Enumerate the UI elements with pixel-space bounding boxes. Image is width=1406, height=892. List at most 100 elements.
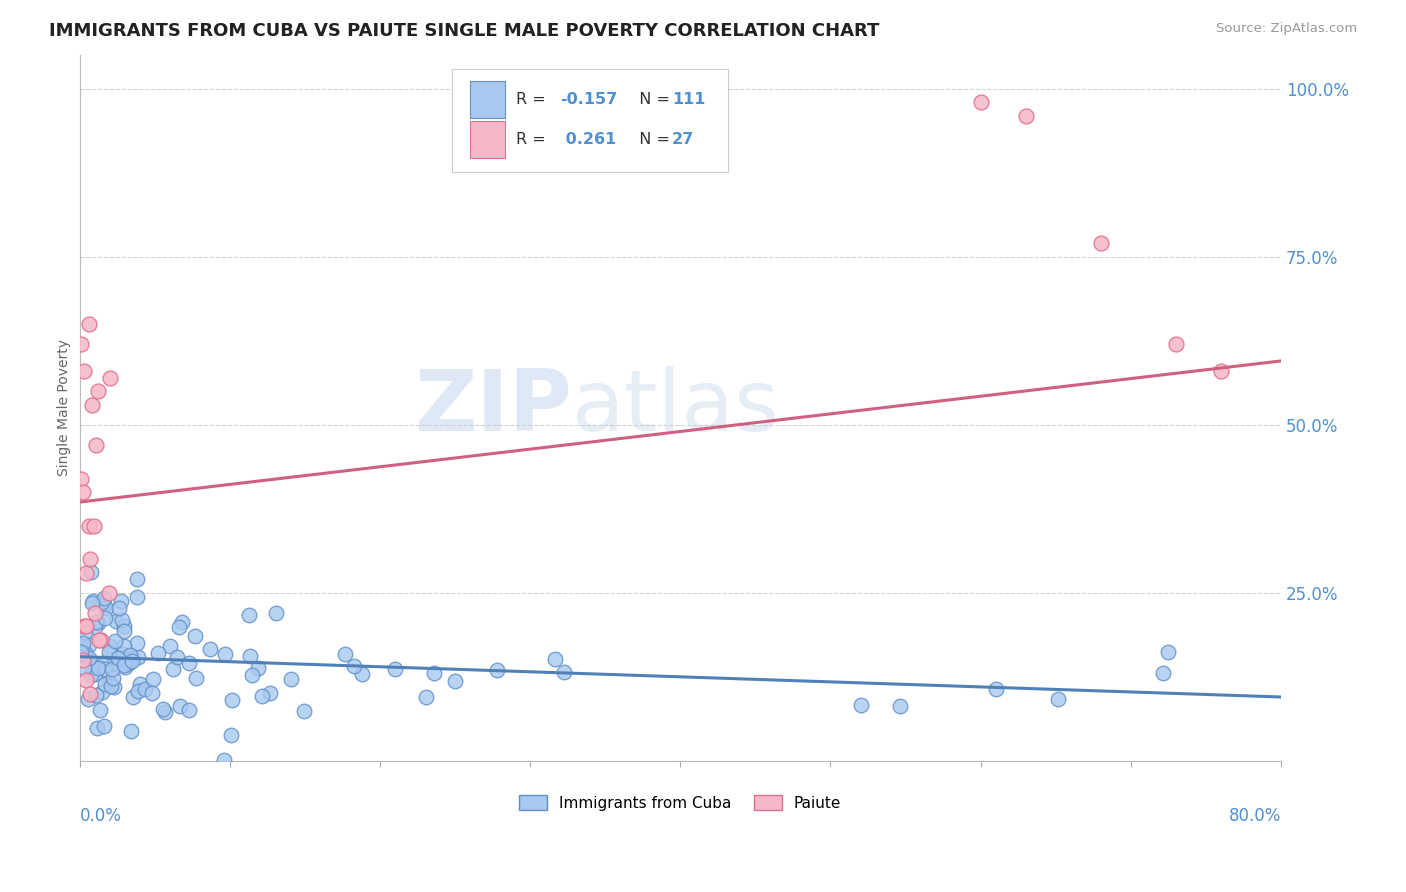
Point <box>73 364 96 378</box>
Point <box>104 614 127 628</box>
Point <box>94 662 117 676</box>
Point <box>1209 364 1232 378</box>
Point <box>183 629 205 643</box>
Point <box>72 653 94 667</box>
Point <box>384 662 406 676</box>
Point <box>82 594 104 608</box>
Point <box>127 590 149 604</box>
Point <box>70 337 93 351</box>
Point <box>80 565 103 579</box>
Point <box>90 632 112 647</box>
Point <box>127 649 149 664</box>
Point <box>112 639 135 653</box>
Point <box>75 619 97 633</box>
Point <box>86 657 108 672</box>
Point <box>98 639 121 653</box>
Text: IMMIGRANTS FROM CUBA VS PAIUTE SINGLE MALE POVERTY CORRELATION CHART: IMMIGRANTS FROM CUBA VS PAIUTE SINGLE MA… <box>49 22 880 40</box>
Point <box>103 680 125 694</box>
Point <box>100 662 122 676</box>
Point <box>97 586 120 600</box>
Point <box>120 648 142 662</box>
Point <box>112 619 135 633</box>
Point <box>98 645 121 659</box>
Point <box>94 601 117 615</box>
Point <box>75 646 97 660</box>
Point <box>125 572 148 586</box>
FancyBboxPatch shape <box>451 70 728 171</box>
Point <box>969 95 991 110</box>
Point <box>142 673 165 687</box>
Text: 80.0%: 80.0% <box>1229 806 1281 825</box>
Text: R =: R = <box>516 92 551 107</box>
FancyBboxPatch shape <box>470 81 505 118</box>
Point <box>280 672 302 686</box>
Point <box>77 691 100 706</box>
Point <box>77 638 100 652</box>
Point <box>107 650 129 665</box>
Point <box>98 370 121 384</box>
Point <box>221 693 243 707</box>
Point <box>93 591 115 605</box>
Point <box>93 677 115 691</box>
Point <box>83 667 105 681</box>
Point <box>80 398 103 412</box>
Point <box>486 663 509 677</box>
Point <box>1164 337 1187 351</box>
Point <box>108 600 131 615</box>
Point <box>153 705 176 719</box>
Point <box>889 698 911 713</box>
Point <box>70 645 93 659</box>
Point <box>112 624 135 638</box>
Text: 111: 111 <box>672 92 706 107</box>
Point <box>72 640 94 654</box>
Point <box>80 668 103 682</box>
Text: -0.157: -0.157 <box>560 92 617 107</box>
Point <box>169 620 191 634</box>
Point <box>77 651 100 665</box>
Point <box>238 608 260 623</box>
Point <box>75 566 97 580</box>
Point <box>246 660 269 674</box>
Point <box>1157 645 1180 659</box>
Point <box>118 657 141 671</box>
FancyBboxPatch shape <box>470 121 505 158</box>
Point <box>121 654 143 668</box>
Point <box>103 656 125 670</box>
Point <box>79 687 101 701</box>
Point <box>83 518 105 533</box>
Point <box>110 594 132 608</box>
Point <box>350 666 373 681</box>
Point <box>162 662 184 676</box>
Text: atlas: atlas <box>572 367 780 450</box>
Point <box>1152 666 1174 681</box>
Point <box>239 649 262 664</box>
Point <box>111 613 134 627</box>
Text: 0.261: 0.261 <box>560 132 616 147</box>
Point <box>415 690 437 705</box>
Point <box>75 673 97 688</box>
Point <box>94 656 117 670</box>
Point <box>82 596 104 610</box>
Point <box>77 317 100 331</box>
Point <box>83 606 105 620</box>
Point <box>152 702 174 716</box>
Point <box>159 639 181 653</box>
Point <box>443 674 465 689</box>
Point <box>1046 691 1069 706</box>
Point <box>91 595 114 609</box>
Point <box>70 471 93 485</box>
Point <box>89 703 111 717</box>
Point <box>148 646 170 660</box>
Point <box>134 681 156 696</box>
Point <box>214 648 236 662</box>
Point <box>169 699 191 714</box>
Point <box>93 598 115 612</box>
Point <box>73 661 96 675</box>
Point <box>544 651 567 665</box>
Point <box>553 665 575 679</box>
Point <box>86 615 108 630</box>
Point <box>121 651 143 665</box>
Point <box>114 660 136 674</box>
Point <box>77 518 100 533</box>
Point <box>166 649 188 664</box>
